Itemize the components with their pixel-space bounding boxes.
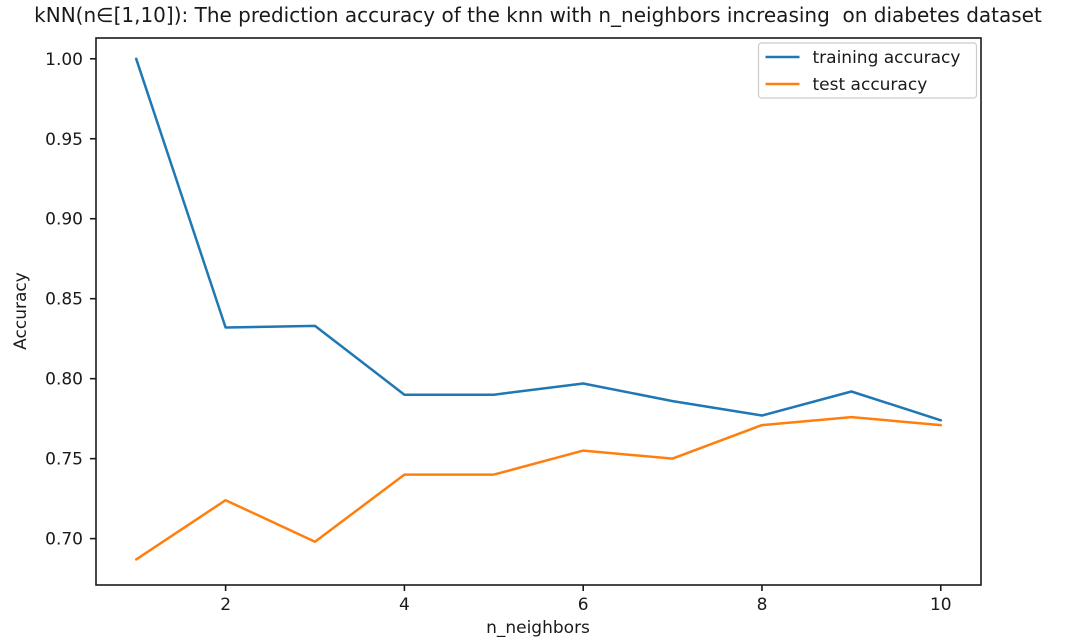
y-tick-label: 0.80 (45, 370, 83, 390)
y-tick-label: 0.85 (45, 290, 83, 310)
legend-label-test-accuracy: test accuracy (813, 75, 928, 95)
x-tick-label: 6 (578, 595, 589, 615)
y-tick-label: 1.00 (45, 50, 83, 70)
y-axis-label: Accuracy (11, 272, 31, 350)
x-axis-label: n_neighbors (486, 618, 590, 638)
legend-box (757, 42, 978, 99)
axes-spines (95, 37, 982, 586)
legend-item-training-accuracy: training accuracy (765, 48, 961, 68)
y-tick-label: 0.95 (45, 130, 83, 150)
y-tick-label: 0.70 (45, 530, 83, 550)
x-tick-label: 2 (220, 595, 231, 615)
series-line-training-accuracy (134, 57, 943, 422)
x-tick-label: 8 (757, 595, 768, 615)
legend: training accuracy test accuracy (757, 42, 978, 99)
chart-title: kNN(n∈[1,10]): The prediction accuracy o… (34, 3, 1042, 27)
y-tick-label: 0.75 (45, 450, 83, 470)
series-line-test-accuracy (134, 415, 943, 561)
legend-item-test-accuracy: test accuracy (765, 75, 928, 95)
y-tick-label: 0.90 (45, 210, 83, 230)
x-tick-label: 4 (399, 595, 410, 615)
plot-area: 2 4 6 8 10 0.70 0.75 0.80 0.85 0.90 0.95 1.00 (45, 37, 982, 615)
legend-label-training-accuracy: training accuracy (813, 48, 961, 68)
x-tick-label: 10 (930, 595, 952, 615)
